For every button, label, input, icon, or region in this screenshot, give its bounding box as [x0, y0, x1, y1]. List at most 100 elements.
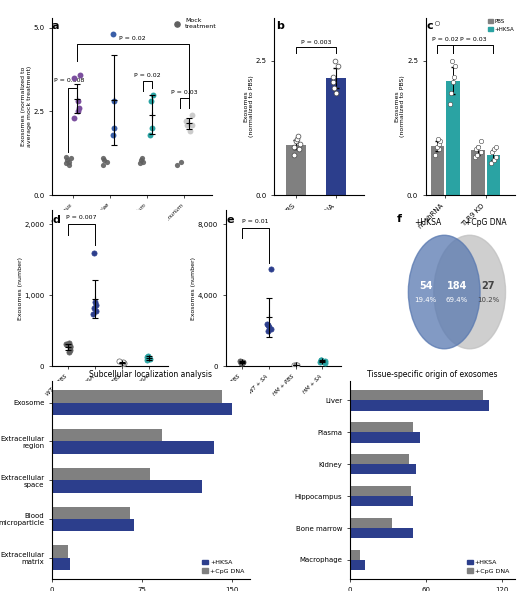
Point [149, 90, 158, 99]
Point [89, 303, 98, 313]
Bar [350, 550, 360, 560]
Point [293, 134, 301, 144]
Point [144, 352, 152, 362]
Point [142, 355, 151, 365]
Text: d: d [53, 215, 60, 225]
Point [329, 72, 337, 82]
Point [66, 342, 74, 352]
Point [332, 88, 340, 98]
Point [64, 348, 73, 357]
Point [109, 30, 117, 39]
Bar [471, 151, 485, 195]
Text: +HKSA: +HKSA [414, 219, 441, 228]
Bar [52, 506, 130, 519]
Point [99, 160, 108, 170]
Bar [350, 528, 413, 538]
Bar [350, 433, 420, 443]
Point [294, 131, 303, 141]
Point [471, 152, 479, 162]
Point [64, 157, 73, 166]
Bar [350, 486, 411, 496]
Text: P = 0.03: P = 0.03 [460, 37, 487, 42]
Text: +CpG DNA: +CpG DNA [465, 219, 506, 228]
Text: P = 0.01: P = 0.01 [242, 219, 268, 224]
Point [317, 355, 325, 365]
Point [146, 130, 154, 139]
Point [316, 357, 324, 366]
Point [433, 18, 441, 28]
Point [317, 355, 325, 365]
Point [70, 73, 79, 83]
Point [447, 88, 456, 98]
Point [264, 326, 272, 336]
Point [139, 157, 148, 166]
Point [99, 154, 108, 163]
Point [472, 145, 480, 154]
Point [476, 147, 485, 157]
Bar [52, 558, 70, 570]
Point [330, 83, 339, 92]
Text: P = 0.02: P = 0.02 [119, 36, 146, 41]
Bar [487, 155, 500, 195]
Point [70, 113, 79, 123]
Point [265, 323, 273, 332]
Bar [52, 467, 150, 480]
Point [75, 103, 83, 113]
Point [187, 110, 196, 119]
Point [237, 358, 245, 367]
Point [238, 357, 246, 366]
Point [90, 248, 99, 257]
Bar [350, 496, 413, 506]
Point [317, 357, 325, 366]
Point [103, 157, 111, 166]
Point [67, 154, 75, 163]
Point [238, 359, 246, 368]
Y-axis label: Exosomes (number): Exosomes (number) [18, 256, 23, 320]
Text: 54: 54 [419, 281, 433, 291]
Point [66, 345, 74, 355]
Point [62, 152, 70, 161]
Bar [52, 519, 134, 531]
Point [436, 137, 445, 146]
Point [138, 154, 146, 163]
Point [110, 97, 118, 106]
Point [334, 61, 342, 71]
Text: b: b [276, 21, 283, 31]
Text: f: f [397, 214, 402, 224]
Point [448, 56, 456, 66]
Text: a: a [52, 21, 59, 31]
Text: P = 0.007: P = 0.007 [67, 216, 97, 220]
Point [435, 145, 443, 154]
Point [73, 106, 82, 116]
Point [267, 324, 276, 334]
Point [433, 142, 441, 151]
Text: 19.4%: 19.4% [414, 297, 437, 303]
Point [147, 97, 155, 106]
Text: 69.4%: 69.4% [446, 297, 468, 303]
Point [492, 142, 500, 151]
Legend: +HKSA, +CpG DNA: +HKSA, +CpG DNA [464, 557, 512, 576]
Point [433, 134, 441, 144]
Bar [350, 390, 483, 401]
Legend: Mock
treatment: Mock treatment [170, 17, 217, 30]
Point [321, 358, 329, 368]
Text: 10.2%: 10.2% [477, 297, 499, 303]
Point [182, 116, 190, 126]
Bar [431, 145, 444, 195]
Point [264, 321, 272, 330]
Point [473, 150, 481, 160]
Point [295, 139, 304, 149]
Point [450, 61, 459, 71]
Y-axis label: Exosomes
(normalized to PBS): Exosomes (normalized to PBS) [243, 76, 254, 137]
Title: Subcellular localization analysis: Subcellular localization analysis [89, 370, 213, 379]
Point [435, 139, 443, 149]
Point [173, 160, 181, 170]
Point [109, 130, 118, 139]
Point [474, 142, 482, 151]
Text: c: c [426, 21, 433, 31]
Text: P = 0.008: P = 0.008 [54, 78, 84, 83]
Point [486, 158, 495, 167]
Point [119, 359, 127, 368]
Point [476, 137, 485, 146]
Bar [326, 78, 346, 195]
